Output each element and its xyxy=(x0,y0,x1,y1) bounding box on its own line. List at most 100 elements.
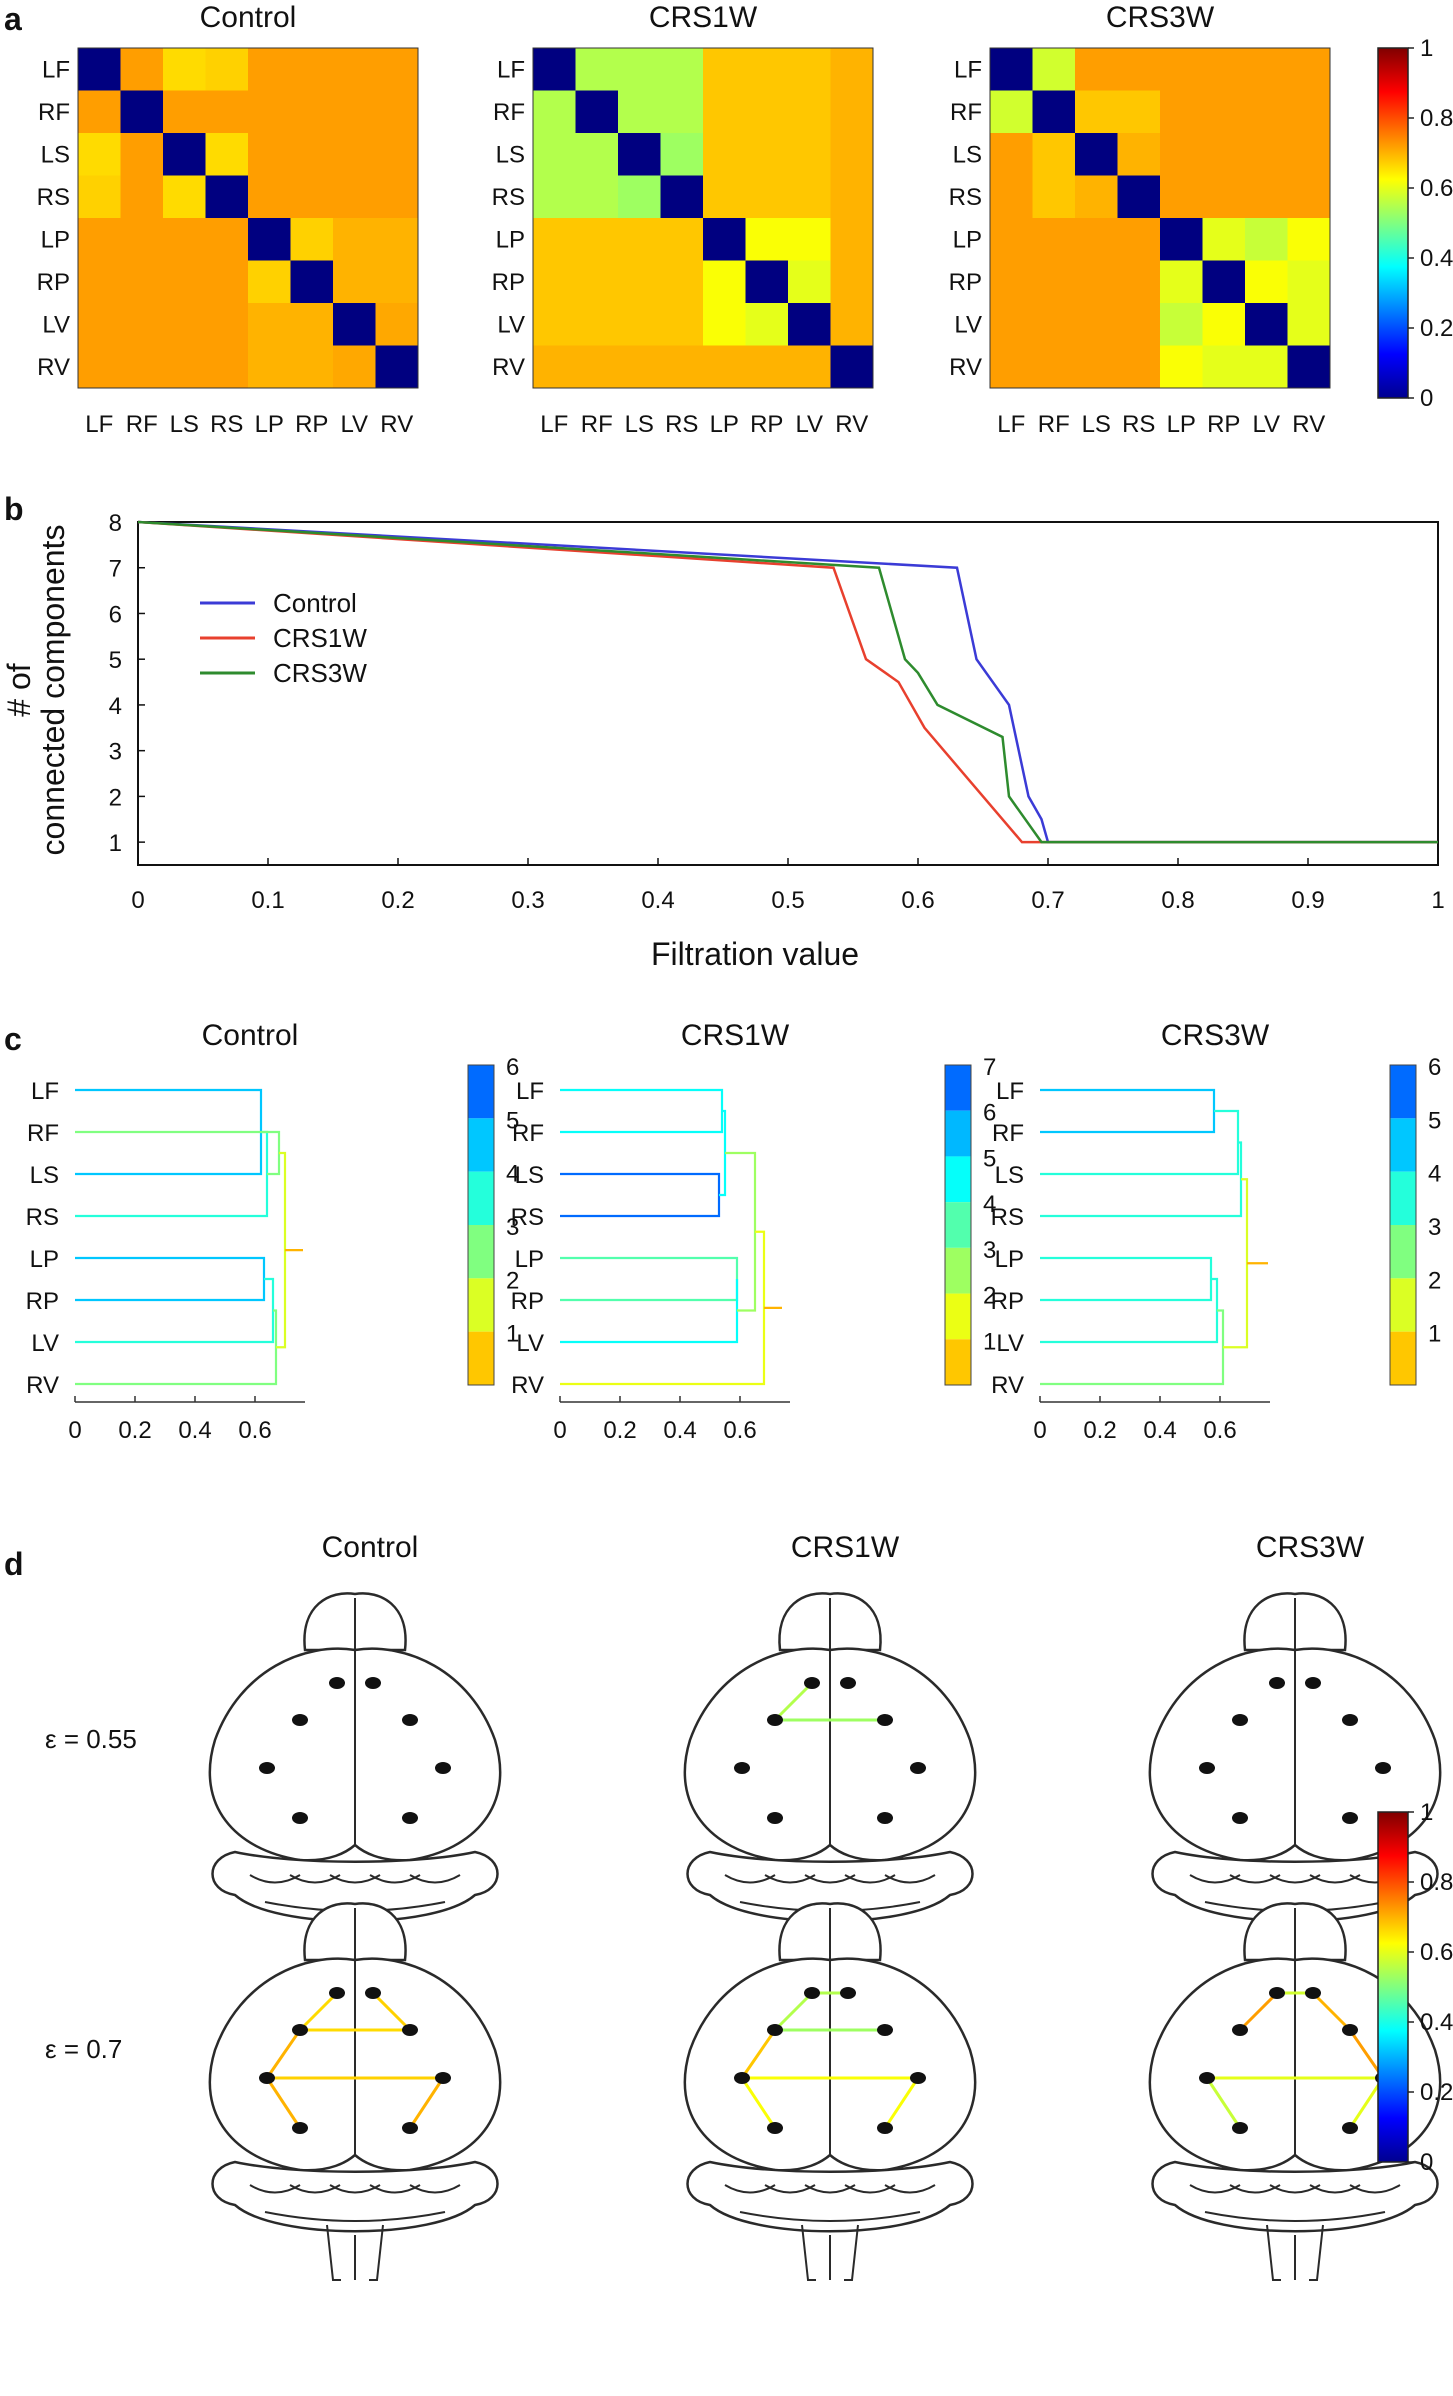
region-node xyxy=(804,1987,820,1999)
heatmap-cell xyxy=(375,90,419,134)
heatmap-cell xyxy=(990,133,1033,176)
heatmap-col-label: RF xyxy=(1038,411,1070,438)
brainstem-outline xyxy=(326,2224,384,2281)
dendrogram-colorbar-label: 4 xyxy=(983,1191,996,1218)
region-node xyxy=(1232,2122,1248,2134)
heatmap-cell xyxy=(745,345,789,389)
region-node xyxy=(1269,1677,1285,1689)
heatmap-cell xyxy=(618,303,661,346)
heatmap-cell xyxy=(1287,175,1331,219)
heatmap-cell xyxy=(248,303,291,346)
heatmap-cell xyxy=(1160,345,1203,389)
x-tick-label: 0.6 xyxy=(901,887,934,914)
heatmap-row-label: LF xyxy=(497,56,525,83)
series-line-crs3w xyxy=(137,520,1438,844)
region-node xyxy=(767,2024,783,2036)
heatmap-cell xyxy=(333,218,376,261)
brain-map-control xyxy=(208,1902,502,2281)
heatmap-cell xyxy=(78,48,121,91)
connection-edge xyxy=(773,1991,814,2032)
x-tick-label: 0.3 xyxy=(511,887,544,914)
brainstem-outline xyxy=(801,2224,859,2281)
dendrogram-colorbar-segment xyxy=(468,1331,494,1385)
x-tick-label: 0.8 xyxy=(1161,887,1194,914)
heatmap-cell xyxy=(788,218,831,261)
heatmap-cell xyxy=(205,260,249,304)
dendrogram-colorbar-label: 3 xyxy=(1428,1214,1441,1241)
region-node xyxy=(292,1714,308,1726)
colorbar-tick-label: 0.2 xyxy=(1420,315,1453,342)
dendrogram-leaf-label: LS xyxy=(30,1162,59,1189)
dendrogram-leaf-label: LF xyxy=(31,1078,59,1105)
heatmap-cell xyxy=(660,345,704,389)
dendrogram-colorbar-segment xyxy=(945,1247,971,1294)
x-tick-label: 0.7 xyxy=(1031,887,1064,914)
colorbar-tick-label: 0.8 xyxy=(1420,1869,1453,1896)
cerebellum-outline xyxy=(1151,2160,1439,2233)
heatmap-cell xyxy=(703,260,746,304)
heatmap-cell xyxy=(990,345,1033,389)
heatmap-cell xyxy=(120,90,164,134)
dendrogram-link xyxy=(560,1256,739,1302)
heatmap-cell xyxy=(1117,303,1161,346)
heatmap-cell xyxy=(533,175,576,219)
heatmap-col-label: RS xyxy=(665,411,698,438)
heatmap-row-label: RV xyxy=(949,354,982,381)
heatmap-cell xyxy=(788,90,831,134)
heatmap-cell xyxy=(575,90,619,134)
dendrogram-colorbar-label: 4 xyxy=(1428,1161,1441,1188)
connection-edge xyxy=(408,2077,445,2129)
heatmap-cell xyxy=(533,260,576,304)
region-node xyxy=(734,1762,750,1774)
dendrogram-colorbar-label: 2 xyxy=(506,1267,519,1294)
panel-letter-c: c xyxy=(4,1021,22,1057)
heatmap-cell xyxy=(575,218,619,261)
heatmap-cell xyxy=(575,260,619,304)
region-node xyxy=(767,1812,783,1824)
series-line-crs1w xyxy=(137,520,1438,844)
dendrogram-leaf-label: RF xyxy=(27,1120,59,1147)
region-node xyxy=(840,1677,856,1689)
heatmap-row-label: LS xyxy=(41,141,70,168)
heatmap-cell xyxy=(1032,260,1076,304)
heatmap-cell xyxy=(788,48,831,91)
heatmap-cell xyxy=(120,303,164,346)
heatmap-cell xyxy=(788,175,831,219)
heatmap-col-label: LF xyxy=(540,411,568,438)
heatmap-cell xyxy=(703,48,746,91)
dendrogram-leaf-label: RV xyxy=(26,1372,59,1399)
epsilon-row-label: ε = 0.7 xyxy=(45,2034,122,2064)
heatmap-cell xyxy=(830,175,874,219)
heatmap-cell xyxy=(660,48,704,91)
heatmap-cell xyxy=(290,218,334,261)
dendrogram-leaf-label: LV xyxy=(31,1330,59,1357)
heatmap-cell xyxy=(990,260,1033,304)
connection-edge xyxy=(371,1991,412,2032)
dendrogram-colorbar-segment xyxy=(1390,1225,1416,1279)
y-tick-label: 2 xyxy=(109,784,122,811)
dendrogram-leaf-label: RS xyxy=(511,1204,544,1231)
dendrogram-link xyxy=(1040,1277,1219,1344)
dendrogram-colorbar-segment xyxy=(1390,1278,1416,1332)
dendrogram-x-tick-label: 0.4 xyxy=(663,1417,696,1444)
brain-column-title: CRS3W xyxy=(1256,1531,1365,1564)
region-node xyxy=(877,2122,893,2134)
y-axis-label: # ofconnected components xyxy=(1,525,71,856)
heatmap-col-label: LS xyxy=(170,411,199,438)
y-tick-label: 6 xyxy=(109,601,122,628)
brain-map-crs3w xyxy=(1148,1902,1442,2281)
colorbar-a: 1 0.8 0.6 0.4 0.2 0 xyxy=(1377,35,1453,412)
cerebellum-outline xyxy=(1151,1850,1439,1923)
region-node xyxy=(767,2122,783,2134)
dendrogram-leaf-label: RP xyxy=(991,1288,1024,1315)
heatmap-cell xyxy=(1117,90,1161,134)
dendrogram-colorbar-segment xyxy=(1390,1118,1416,1172)
brain-map-control xyxy=(208,1592,502,1971)
heatmap-cell xyxy=(1075,48,1118,91)
region-node xyxy=(877,1714,893,1726)
region-node xyxy=(1342,1812,1358,1824)
heatmap-cell xyxy=(205,345,249,389)
dendrogram-leaf-label: RS xyxy=(26,1204,59,1231)
heatmap-cell xyxy=(120,260,164,304)
